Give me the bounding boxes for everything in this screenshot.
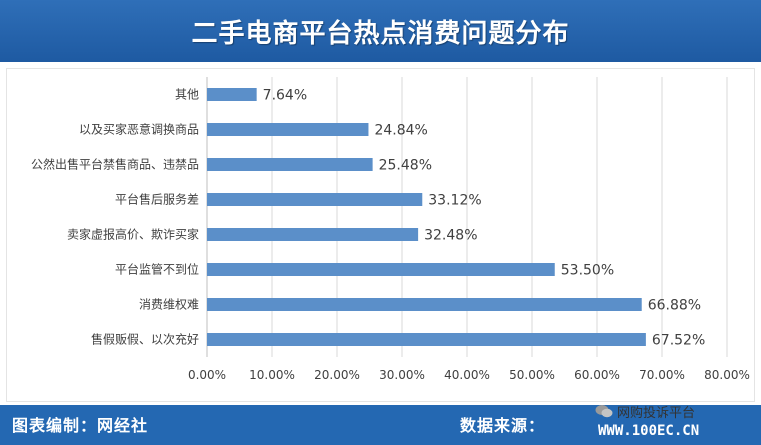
website-watermark: WWW.100EC.CN	[598, 423, 700, 439]
x-tick-label: 50.00%	[509, 368, 555, 382]
bar	[207, 263, 555, 276]
x-tick-label: 20.00%	[314, 368, 360, 382]
category-label: 公然出售平台禁售商品、违禁品	[31, 157, 199, 172]
value-label: 33.12%	[428, 193, 481, 209]
footer-bar: 图表编制：网经社 数据来源：	[0, 405, 761, 445]
plot-area: 0.00% 10.00% 20.00% 30.00% 40.00% 50.00% 60.00…	[6, 68, 755, 402]
value-label: 66.88%	[648, 298, 701, 314]
x-tick-label: 0.00%	[188, 368, 226, 382]
category-label: 消费维权难	[139, 298, 199, 312]
value-label: 53.50%	[561, 263, 614, 279]
bar	[207, 158, 373, 171]
category-label: 卖家虚报高价、欺诈买家	[67, 227, 199, 242]
x-tick-label: 60.00%	[574, 368, 620, 382]
x-tick-label: 30.00%	[379, 368, 425, 382]
bar	[207, 123, 369, 136]
value-label: 24.84%	[374, 123, 427, 139]
x-tick-label: 70.00%	[639, 368, 685, 382]
compiled-by-label: 图表编制：网经社	[12, 416, 149, 435]
value-label: 7.64%	[263, 88, 307, 104]
chart-title: 二手电商平台热点消费问题分布	[191, 18, 570, 49]
wechat-account-badge: 网购投诉平台	[575, 402, 696, 421]
bar-chart: 0.00% 10.00% 20.00% 30.00% 40.00% 50.00% 60.00…	[31, 77, 750, 382]
category-label: 其他	[175, 88, 199, 102]
value-label: 32.48%	[424, 228, 477, 244]
category-label: 平台监管不到位	[115, 262, 199, 277]
category-label: 售假贩假、以次充好	[91, 332, 199, 347]
x-tick-label: 80.00%	[704, 368, 750, 382]
bar	[207, 228, 419, 241]
x-tick-label: 40.00%	[444, 368, 490, 382]
bar	[207, 298, 642, 311]
wechat-account-name: 网购投诉平台	[617, 405, 696, 421]
data-source-label: 数据来源：	[460, 416, 546, 435]
title-banner: 二手电商平台热点消费问题分布	[0, 0, 761, 62]
wechat-icon	[595, 405, 613, 418]
category-label: 平台售后服务差	[115, 192, 199, 207]
x-tick-label: 10.00%	[249, 368, 295, 382]
value-label: 25.48%	[379, 158, 432, 174]
value-label: 67.52%	[652, 333, 705, 349]
bar	[207, 193, 423, 206]
bar	[207, 333, 646, 346]
bar	[207, 88, 257, 101]
category-label: 以及买家恶意调换商品	[79, 122, 199, 137]
